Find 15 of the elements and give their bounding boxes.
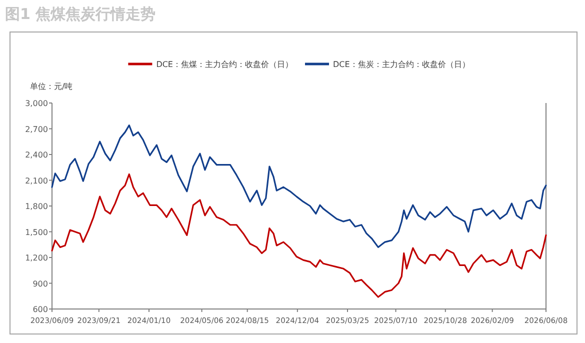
y-tick-label: 600 <box>32 305 48 314</box>
legend-label: DCE：焦炭：主力合约：收盘价（日） <box>333 60 470 69</box>
y-tick-label: 1,200 <box>25 254 48 262</box>
y-tick-label: 2,100 <box>25 176 48 186</box>
y-tick-label: 2,700 <box>25 124 48 134</box>
y-tick-label: 900 <box>32 279 48 288</box>
y-tick-label: 1,500 <box>25 228 48 237</box>
line-series <box>51 173 547 298</box>
chart-title: 图1 焦煤焦炭行情走势 <box>5 5 156 23</box>
line-series <box>51 124 547 248</box>
y-tick-label: 2,400 <box>25 150 48 160</box>
y-tick-label: 1,800 <box>25 202 48 211</box>
legend-label: DCE：焦煤：主力合约：收盘价（日） <box>156 60 293 69</box>
y-tick-label: 3,000 <box>25 99 48 108</box>
y-axis-title: 单位：元/吨 <box>30 82 73 91</box>
